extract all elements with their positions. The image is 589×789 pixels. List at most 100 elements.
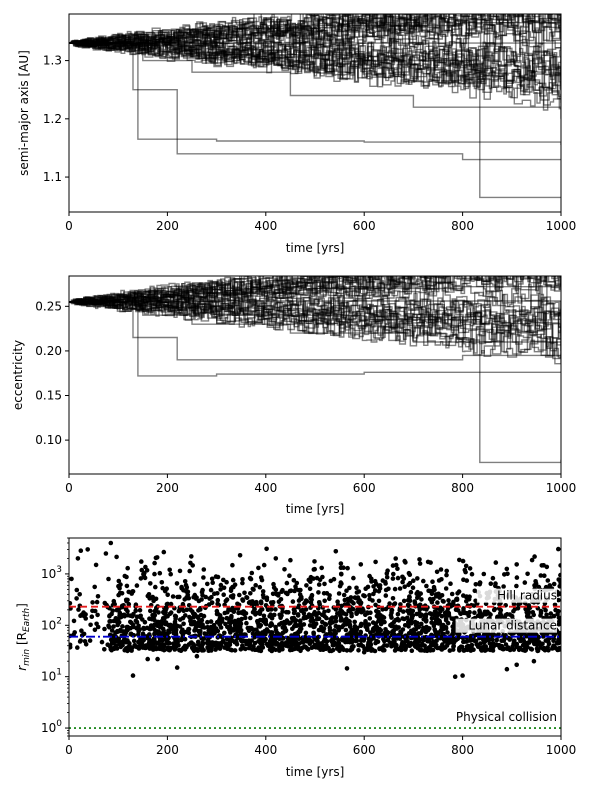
approach-point <box>294 580 300 586</box>
approach-point <box>400 574 405 580</box>
approach-point <box>418 631 423 636</box>
approach-point <box>545 578 551 583</box>
approach-point <box>314 613 319 618</box>
x-axis-label: time [yrs] <box>286 241 345 255</box>
approach-point <box>391 602 397 607</box>
approach-point <box>406 582 411 588</box>
approach-point <box>232 582 238 587</box>
approach-point <box>303 598 309 603</box>
approach-point <box>148 623 154 629</box>
approach-point <box>215 611 221 617</box>
y-tick-label: 101 <box>41 668 62 684</box>
trajectory-line <box>69 41 561 96</box>
approach-point <box>152 627 157 632</box>
approach-point <box>329 648 334 654</box>
approach-point <box>219 640 224 646</box>
approach-point <box>106 576 111 582</box>
approach-point <box>350 644 356 650</box>
approach-point <box>442 610 448 616</box>
approach-point <box>82 639 88 644</box>
approach-point <box>480 637 486 642</box>
approach-point <box>341 565 346 570</box>
approach-point <box>403 647 408 652</box>
approach-point <box>341 611 347 616</box>
approach-point <box>124 583 130 589</box>
approach-point <box>532 554 537 559</box>
approach-point <box>441 626 447 632</box>
approach-point <box>186 630 192 636</box>
approach-point <box>469 571 475 577</box>
approach-point <box>122 613 127 619</box>
approach-point <box>444 568 450 574</box>
approach-point <box>142 575 148 581</box>
approach-point <box>130 612 136 618</box>
approach-point <box>417 637 423 642</box>
approach-point <box>533 579 538 584</box>
approach-point <box>295 646 301 652</box>
approach-point <box>437 619 442 625</box>
approach-point <box>399 647 404 653</box>
approach-point <box>155 656 160 662</box>
approach-point <box>261 613 267 619</box>
approach-point <box>491 607 497 613</box>
x-tick-label: 400 <box>254 219 277 233</box>
x-tick-label: 1000 <box>546 481 577 495</box>
approach-point <box>294 623 299 628</box>
approach-point <box>461 648 467 653</box>
approach-point <box>110 608 115 613</box>
approach-point <box>472 588 478 594</box>
approach-point <box>182 643 188 649</box>
approach-point <box>392 586 398 592</box>
x-tick-label: 1000 <box>546 743 577 757</box>
approach-point <box>385 637 391 643</box>
approach-point <box>369 579 374 584</box>
approach-point <box>465 647 470 653</box>
approach-point <box>244 595 250 601</box>
approach-point <box>309 597 314 602</box>
approach-point <box>242 590 247 596</box>
approach-point <box>495 614 501 619</box>
approach-point <box>376 615 381 620</box>
approach-point <box>529 557 535 563</box>
approach-point <box>213 647 218 652</box>
approach-point <box>224 579 229 585</box>
approach-point <box>524 609 529 615</box>
approach-point <box>338 580 344 585</box>
approach-point <box>421 626 427 631</box>
approach-point <box>531 658 537 664</box>
x-ticks: 0 200 400 600 800 1000 <box>65 474 576 495</box>
approach-point <box>123 639 129 645</box>
approach-point <box>238 647 244 652</box>
trajectory-line <box>69 297 561 329</box>
approach-point <box>130 589 135 594</box>
approach-point <box>309 592 315 598</box>
approach-point <box>439 577 444 582</box>
approach-point <box>232 648 238 653</box>
y-tick-label: 1.1 <box>43 170 62 184</box>
trajectory-line <box>69 19 561 44</box>
approach-point <box>499 614 504 619</box>
approach-point <box>229 647 235 653</box>
approach-point <box>352 626 358 631</box>
plot-frame <box>68 275 562 475</box>
approach-point <box>206 630 211 635</box>
approach-point <box>429 620 434 625</box>
approach-point <box>156 629 161 634</box>
trajectory-line <box>69 14 523 47</box>
y-tick-exponent: 2 <box>56 616 62 626</box>
approach-point <box>460 558 466 564</box>
approach-point <box>277 648 282 653</box>
approach-point <box>221 577 226 583</box>
approach-point <box>252 647 258 653</box>
x-tick-label: 200 <box>156 743 179 757</box>
y-axis-label: rmin [REarth] <box>15 603 32 671</box>
approach-point <box>189 554 194 559</box>
approach-point <box>153 584 158 590</box>
approach-point <box>117 585 122 591</box>
approach-point <box>444 638 450 643</box>
approach-point <box>414 611 420 617</box>
approach-point <box>419 621 424 627</box>
trajectory-line <box>69 42 561 119</box>
trajectory-line <box>69 42 561 199</box>
approach-point <box>237 553 243 558</box>
